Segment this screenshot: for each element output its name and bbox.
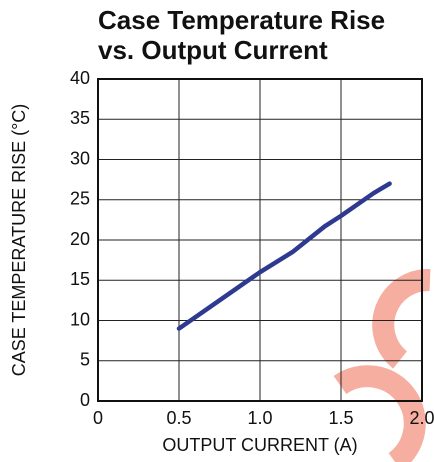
x-tick-label: 2.0 <box>409 408 434 428</box>
y-tick-label: 10 <box>70 309 90 329</box>
y-tick-label: 40 <box>70 68 90 88</box>
plot-frame <box>97 78 423 402</box>
y-tick-label: 20 <box>70 229 90 249</box>
data-line <box>176 181 392 331</box>
y-tick-label: 0 <box>80 390 90 410</box>
y-tick-label: 5 <box>80 350 90 370</box>
chart-title: Case Temperature Rise <box>98 5 385 35</box>
y-tick-label: 30 <box>70 148 90 168</box>
x-axis-label: OUTPUT CURRENT (A) <box>162 435 357 455</box>
x-tick-label: 0 <box>93 408 103 428</box>
y-tick-label: 15 <box>70 269 90 289</box>
x-tick-label: 0.5 <box>166 408 191 428</box>
y-axis-label: CASE TEMPERATURE RISE (°C) <box>9 104 29 377</box>
x-tick-label: 1.5 <box>328 408 353 428</box>
y-tick-label: 25 <box>70 189 90 209</box>
chart-title: vs. Output Current <box>98 35 328 65</box>
watermark <box>333 268 431 462</box>
x-tick-label: 1.0 <box>247 408 272 428</box>
y-tick-label: 35 <box>70 108 90 128</box>
